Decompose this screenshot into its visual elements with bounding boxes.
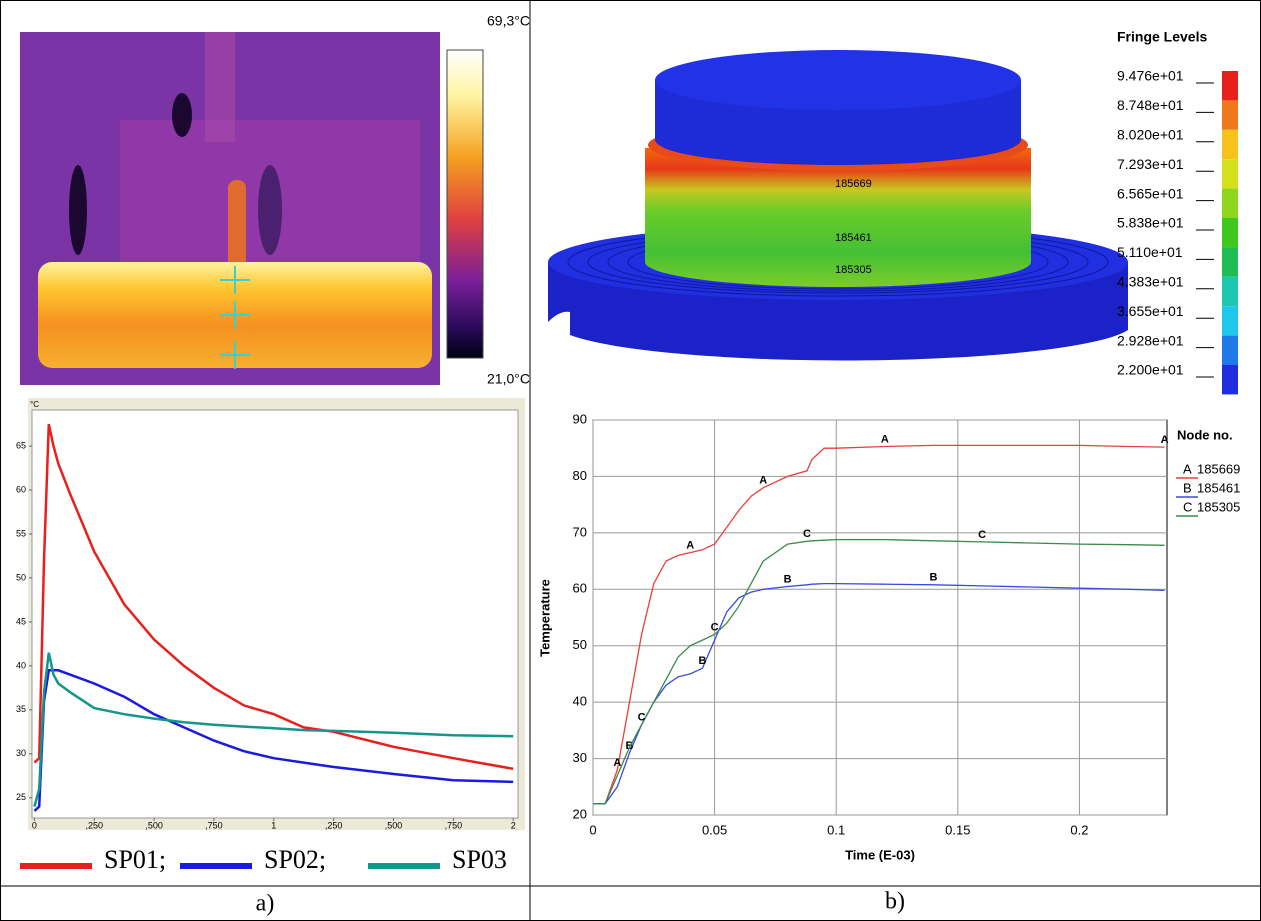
fringe-swatch [1222,188,1238,218]
x-tick-label: ,500 [145,820,163,830]
plot-area [31,409,519,819]
x-tick-label: 0.15 [945,822,970,837]
legend-label: 185669 [1197,461,1240,476]
x-tick-label: 0.05 [702,822,727,837]
curve-marker: C [803,528,811,540]
curve-marker: C [711,621,719,633]
y-tick-label: 70 [573,524,587,539]
fringe-swatch [1222,129,1238,160]
curve-marker: B [626,740,634,752]
legend-label: SP03 [452,845,507,874]
fringe-label: 3.655e+01 [1117,303,1184,319]
curve-marker: A [1161,434,1169,446]
curve-marker: A [759,475,767,487]
x-tick-label: ,500 [385,820,403,830]
legend-title: Node no. [1177,427,1233,442]
fringe-swatch [1222,276,1238,307]
curve-marker: B [698,655,706,667]
fringe-title: Fringe Levels [1117,29,1207,45]
thermal-image [20,32,484,385]
fringe-label: 4.383e+01 [1117,274,1184,290]
fringe-label: 5.110e+01 [1117,244,1183,260]
y-axis-unit: °C [30,400,39,409]
node-label: 185461 [835,232,872,244]
y-tick-label: 45 [16,616,26,626]
fringe-label: 8.020e+01 [1117,127,1184,143]
series-line [33,669,514,812]
fringe-label: 8.748e+01 [1117,97,1184,113]
x-axis-label: Time (E-03) [845,847,915,862]
legend-marker: A [1183,461,1192,476]
fringe-swatch [1222,71,1238,101]
series-line [593,444,1165,805]
fringe-label: 5.838e+01 [1117,215,1184,231]
panel-label: a) [256,891,275,917]
curve-marker: A [613,757,621,769]
y-tick-label: 90 [573,411,587,426]
series-line [33,652,514,807]
y-tick-label: 65 [16,440,26,450]
x-tick-label: ,750 [205,820,223,830]
y-tick-label: 30 [573,750,587,765]
fringe-swatch [1222,100,1238,130]
curve-marker: C [978,529,986,541]
legend-label: 185461 [1197,480,1240,495]
fe-model [548,50,1128,361]
x-tick-label: 0.1 [827,822,845,837]
x-tick-label: ,750 [445,820,463,830]
fringe-swatch [1222,159,1238,189]
y-tick-label: 80 [573,468,587,483]
fringe-swatch [1222,306,1238,336]
curve-marker: C [638,712,646,724]
y-tick-label: 60 [573,581,587,596]
y-tick-label: 25 [16,792,26,802]
y-tick-label: 30 [16,748,26,758]
colorbar-max: 69,3°C [487,13,530,29]
y-tick-label: 60 [16,484,26,494]
y-axis-label: Temperature [537,579,552,657]
series-line [593,538,1165,805]
y-tick-label: 35 [16,704,26,714]
x-tick-label: 0.2 [1070,822,1088,837]
y-tick-label: 50 [16,572,26,582]
x-tick-label: 0 [32,820,37,830]
legend-label: 185305 [1197,499,1240,514]
curve-marker: A [686,540,694,552]
y-tick-label: 55 [16,528,26,538]
fringe-swatch [1222,335,1238,365]
plot-area [592,419,1168,816]
fringe-swatch [1222,365,1238,395]
curve-marker: A [881,433,889,445]
fringe-swatch [1222,247,1238,277]
panel-label: b) [885,889,905,915]
x-tick-label: 0 [589,822,596,837]
y-tick-label: 40 [573,694,587,709]
curve-marker: B [930,572,938,584]
curve-marker: B [784,573,792,585]
x-tick-label: 2 [511,820,516,830]
node-label: 185669 [835,178,872,190]
y-tick-label: 40 [16,660,26,670]
y-tick-label: 20 [573,806,587,821]
legend-marker: C [1183,499,1192,514]
legend-marker: B [1183,480,1192,495]
fringe-label: 6.565e+01 [1117,185,1184,201]
fringe-swatch [1222,218,1238,248]
colorbar-min: 21,0°C [487,371,530,387]
legend-label: SP02; [264,845,326,874]
legend-label: SP01; [104,845,166,874]
y-tick-label: 50 [573,637,587,652]
fringe-label: 7.293e+01 [1117,156,1184,172]
fringe-label: 9.476e+01 [1117,68,1184,84]
x-tick-label: ,250 [325,820,343,830]
fringe-label: 2.928e+01 [1117,332,1184,348]
node-label: 185305 [835,264,872,276]
fringe-label: 2.200e+01 [1117,362,1184,378]
x-tick-label: ,250 [85,820,103,830]
x-tick-label: 1 [271,820,276,830]
